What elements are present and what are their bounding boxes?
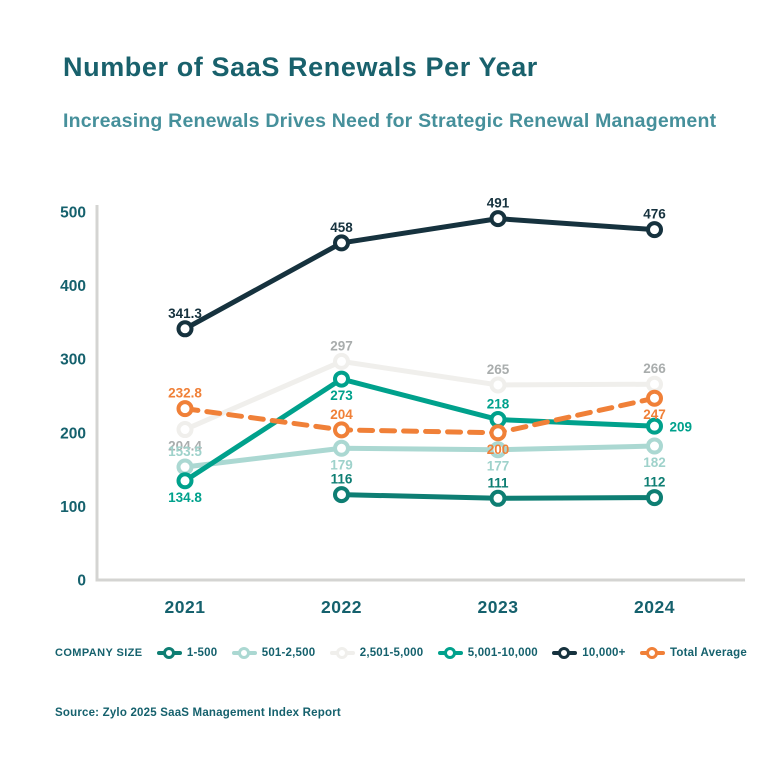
page-subtitle: Increasing Renewals Drives Need for Stra… xyxy=(63,110,717,132)
y-tick-label: 0 xyxy=(77,573,86,590)
data-point-marker xyxy=(333,439,350,457)
data-point-label: 204 xyxy=(330,407,353,422)
data-point-marker xyxy=(489,424,507,442)
data-point-marker xyxy=(176,400,194,418)
data-point-label: 182 xyxy=(643,455,666,470)
legend-item-label: 1-500 xyxy=(186,646,218,659)
legend-item-label: 10,000+ xyxy=(582,646,626,659)
data-point-marker xyxy=(333,234,350,252)
data-point-marker xyxy=(489,489,507,507)
legend-marker-icon xyxy=(329,646,355,659)
data-point-label: 153.5 xyxy=(168,444,202,459)
series-line xyxy=(182,358,657,433)
data-point-label: 297 xyxy=(330,338,353,353)
data-point-marker xyxy=(489,210,507,228)
data-point-label: 204.4 xyxy=(168,439,202,454)
series-line xyxy=(182,216,657,332)
data-point-label: 177 xyxy=(487,459,510,474)
data-point-label: 134.8 xyxy=(168,490,202,505)
legend-marker-icon xyxy=(231,646,257,659)
axis-lines xyxy=(95,205,745,582)
data-point-marker xyxy=(489,441,507,459)
data-point-label: 491 xyxy=(487,196,510,211)
legend-title: COMPANY SIZE xyxy=(55,646,143,659)
legend-marker-icon xyxy=(552,646,578,659)
data-point-label: 179 xyxy=(330,457,353,472)
chart-legend: COMPANY SIZE 1-500 501-2,500 2,501-5,000 5,… xyxy=(55,646,747,659)
legend-item-label: 501-2,500 xyxy=(261,646,316,659)
y-tick-label: 200 xyxy=(60,425,86,442)
y-tick-label: 400 xyxy=(60,278,86,295)
legend-item-label: 5,001-10,000 xyxy=(467,646,538,659)
data-point-marker xyxy=(646,417,663,435)
data-point-label: 458 xyxy=(330,220,353,235)
data-point-label: 247 xyxy=(643,407,666,422)
legend-item-5-001-10-000: 5,001-10,000 xyxy=(437,646,538,659)
data-point-marker xyxy=(333,486,350,504)
data-point-marker xyxy=(176,472,194,490)
data-point-marker xyxy=(333,370,350,388)
legend-item-label: Total Average xyxy=(669,646,747,659)
data-point-label: 218 xyxy=(487,397,510,412)
data-point-label: 341.3 xyxy=(168,306,202,321)
series-line xyxy=(182,443,657,470)
legend-item-label: 2,501-5,000 xyxy=(359,646,424,659)
line-chart-canvas: 0 100 200 300 400 500 2021 2022 2023 2024 204.4 297… xyxy=(60,196,745,617)
legend-item-total-average: Total Average xyxy=(639,646,747,659)
data-point-label: 265 xyxy=(487,362,510,377)
data-point-marker xyxy=(176,458,194,476)
legend-marker-icon xyxy=(639,646,665,659)
legend-item-10-000+: 10,000+ xyxy=(552,646,625,659)
data-point-label: 112 xyxy=(644,475,666,490)
legend-item-1-500: 1-500 xyxy=(156,646,218,659)
y-tick-label: 300 xyxy=(60,352,86,369)
x-tick-label: 2024 xyxy=(634,597,675,617)
data-point-marker xyxy=(333,352,350,370)
data-point-marker xyxy=(646,389,663,407)
x-tick-label: 2021 xyxy=(165,597,206,617)
data-point-marker xyxy=(646,375,663,393)
data-point-marker xyxy=(333,421,350,439)
renewals-line-chart: 0 100 200 300 400 500 2021 2022 2023 2024 204.4 297… xyxy=(0,195,768,635)
series-line xyxy=(182,376,657,484)
data-point-marker xyxy=(176,421,194,439)
legend-marker-icon xyxy=(156,646,182,659)
series-line xyxy=(182,395,657,436)
y-tick-label: 500 xyxy=(60,205,86,222)
legend-item-501-2-500: 501-2,500 xyxy=(231,646,316,659)
source-note: Source: Zylo 2025 SaaS Management Index … xyxy=(55,707,341,719)
data-point-label: 476 xyxy=(643,207,666,222)
y-tick-label: 100 xyxy=(60,499,86,516)
data-point-marker xyxy=(489,376,507,394)
data-point-marker xyxy=(489,411,507,429)
page-title: Number of SaaS Renewals Per Year xyxy=(63,52,538,82)
data-point-label: 200 xyxy=(487,442,510,457)
data-point-label: 232.8 xyxy=(168,386,202,401)
data-point-label: 266 xyxy=(643,361,666,376)
legend-marker-icon xyxy=(437,646,463,659)
data-point-label: 116 xyxy=(331,472,353,487)
data-point-label: 111 xyxy=(487,475,509,490)
data-point-marker xyxy=(646,221,663,239)
data-point-marker xyxy=(646,489,663,507)
data-point-label: 209 xyxy=(670,420,693,435)
data-point-marker xyxy=(646,437,663,455)
data-point-label: 273 xyxy=(330,388,353,403)
x-tick-label: 2023 xyxy=(478,597,519,617)
x-tick-label: 2022 xyxy=(321,597,362,617)
data-point-marker xyxy=(176,320,194,338)
legend-item-2-501-5-000: 2,501-5,000 xyxy=(329,646,424,659)
